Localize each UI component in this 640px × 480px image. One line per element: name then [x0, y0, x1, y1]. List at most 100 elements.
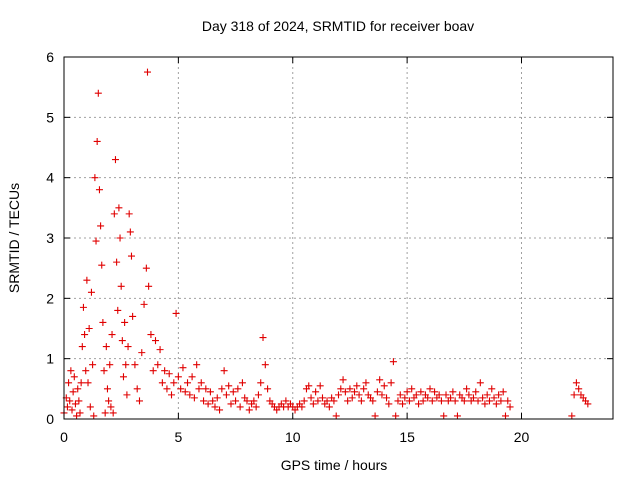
data-point [463, 385, 471, 393]
data-point [351, 388, 359, 396]
data-point [348, 394, 356, 402]
data-point [575, 385, 583, 393]
data-point [309, 400, 317, 408]
data-point [389, 358, 397, 366]
data-point [119, 373, 127, 381]
data-point [449, 388, 457, 396]
data-point [126, 228, 134, 236]
data-point [97, 222, 105, 230]
data-point [110, 210, 118, 218]
y-tick-label: 0 [46, 411, 54, 427]
y-tick-label: 1 [46, 351, 54, 367]
data-point [177, 385, 185, 393]
data-point [98, 261, 106, 269]
data-point [161, 367, 169, 375]
data-point [135, 397, 143, 405]
data-point [127, 252, 135, 260]
y-axis-label: SRMTID / TECUs [6, 183, 22, 293]
data-point [387, 379, 395, 387]
data-point [216, 406, 224, 414]
data-point [403, 388, 411, 396]
data-point [236, 403, 244, 411]
data-point [243, 397, 251, 405]
axis-ticks: 0 5 10 15 20 0 1 2 3 4 5 6 [46, 49, 613, 445]
data-point [129, 312, 137, 320]
data-point [69, 388, 77, 396]
data-point [424, 394, 432, 402]
data-point [357, 397, 365, 405]
data-point [225, 382, 233, 390]
data-point [469, 394, 477, 402]
data-point [158, 379, 166, 387]
data-point [316, 382, 324, 390]
data-point [143, 68, 151, 76]
data-point [232, 397, 240, 405]
data-point [85, 325, 93, 332]
data-point [123, 391, 131, 399]
data-point [483, 391, 491, 399]
data-point [476, 379, 484, 387]
data-point [300, 397, 308, 405]
data-point [488, 385, 496, 393]
data-point [399, 400, 407, 408]
data-point [83, 276, 91, 284]
data-point [87, 288, 95, 296]
data-point [250, 397, 258, 405]
data-point [197, 379, 205, 387]
data-point [86, 403, 94, 411]
data-point [492, 400, 500, 408]
data-points [60, 68, 592, 420]
data-point [362, 379, 370, 387]
data-point [74, 385, 82, 393]
data-point [264, 385, 272, 393]
data-point [259, 334, 267, 342]
data-point [193, 361, 201, 369]
data-point [412, 391, 420, 399]
data-point [426, 385, 434, 393]
data-point [405, 397, 413, 405]
chart-title: Day 318 of 2024, SRMTID for receiver boa… [202, 18, 474, 34]
data-point [105, 397, 113, 405]
data-point [408, 385, 416, 393]
data-point [113, 258, 121, 266]
data-point [401, 394, 409, 402]
data-point [254, 391, 262, 399]
data-point [447, 394, 455, 402]
data-point [218, 385, 226, 393]
data-point [179, 364, 187, 372]
data-point [121, 318, 129, 326]
data-point [92, 237, 100, 245]
data-point [485, 397, 493, 405]
data-point [325, 403, 333, 411]
data-point [440, 412, 448, 420]
data-point [152, 337, 159, 345]
data-point [65, 379, 73, 387]
data-point [102, 343, 110, 351]
data-point [99, 318, 107, 326]
data-point [465, 391, 473, 399]
data-point [499, 388, 507, 396]
data-point [229, 388, 237, 396]
data-point [298, 403, 306, 411]
data-point [195, 385, 203, 393]
data-point [490, 394, 498, 402]
data-point [442, 391, 450, 399]
data-point [314, 397, 322, 405]
data-point [479, 394, 487, 402]
data-point [109, 409, 117, 417]
data-point [149, 367, 157, 375]
data-point [383, 394, 391, 402]
data-point [392, 412, 400, 420]
data-point [238, 379, 246, 387]
data-point [133, 385, 141, 393]
data-point [451, 397, 459, 405]
data-point [380, 382, 388, 390]
data-point [106, 361, 114, 369]
data-point [371, 412, 379, 420]
data-point [93, 137, 101, 145]
data-point [73, 412, 81, 420]
data-point [156, 346, 164, 354]
data-point [213, 394, 221, 402]
y-tick-label: 5 [46, 109, 54, 125]
data-point [82, 367, 90, 375]
